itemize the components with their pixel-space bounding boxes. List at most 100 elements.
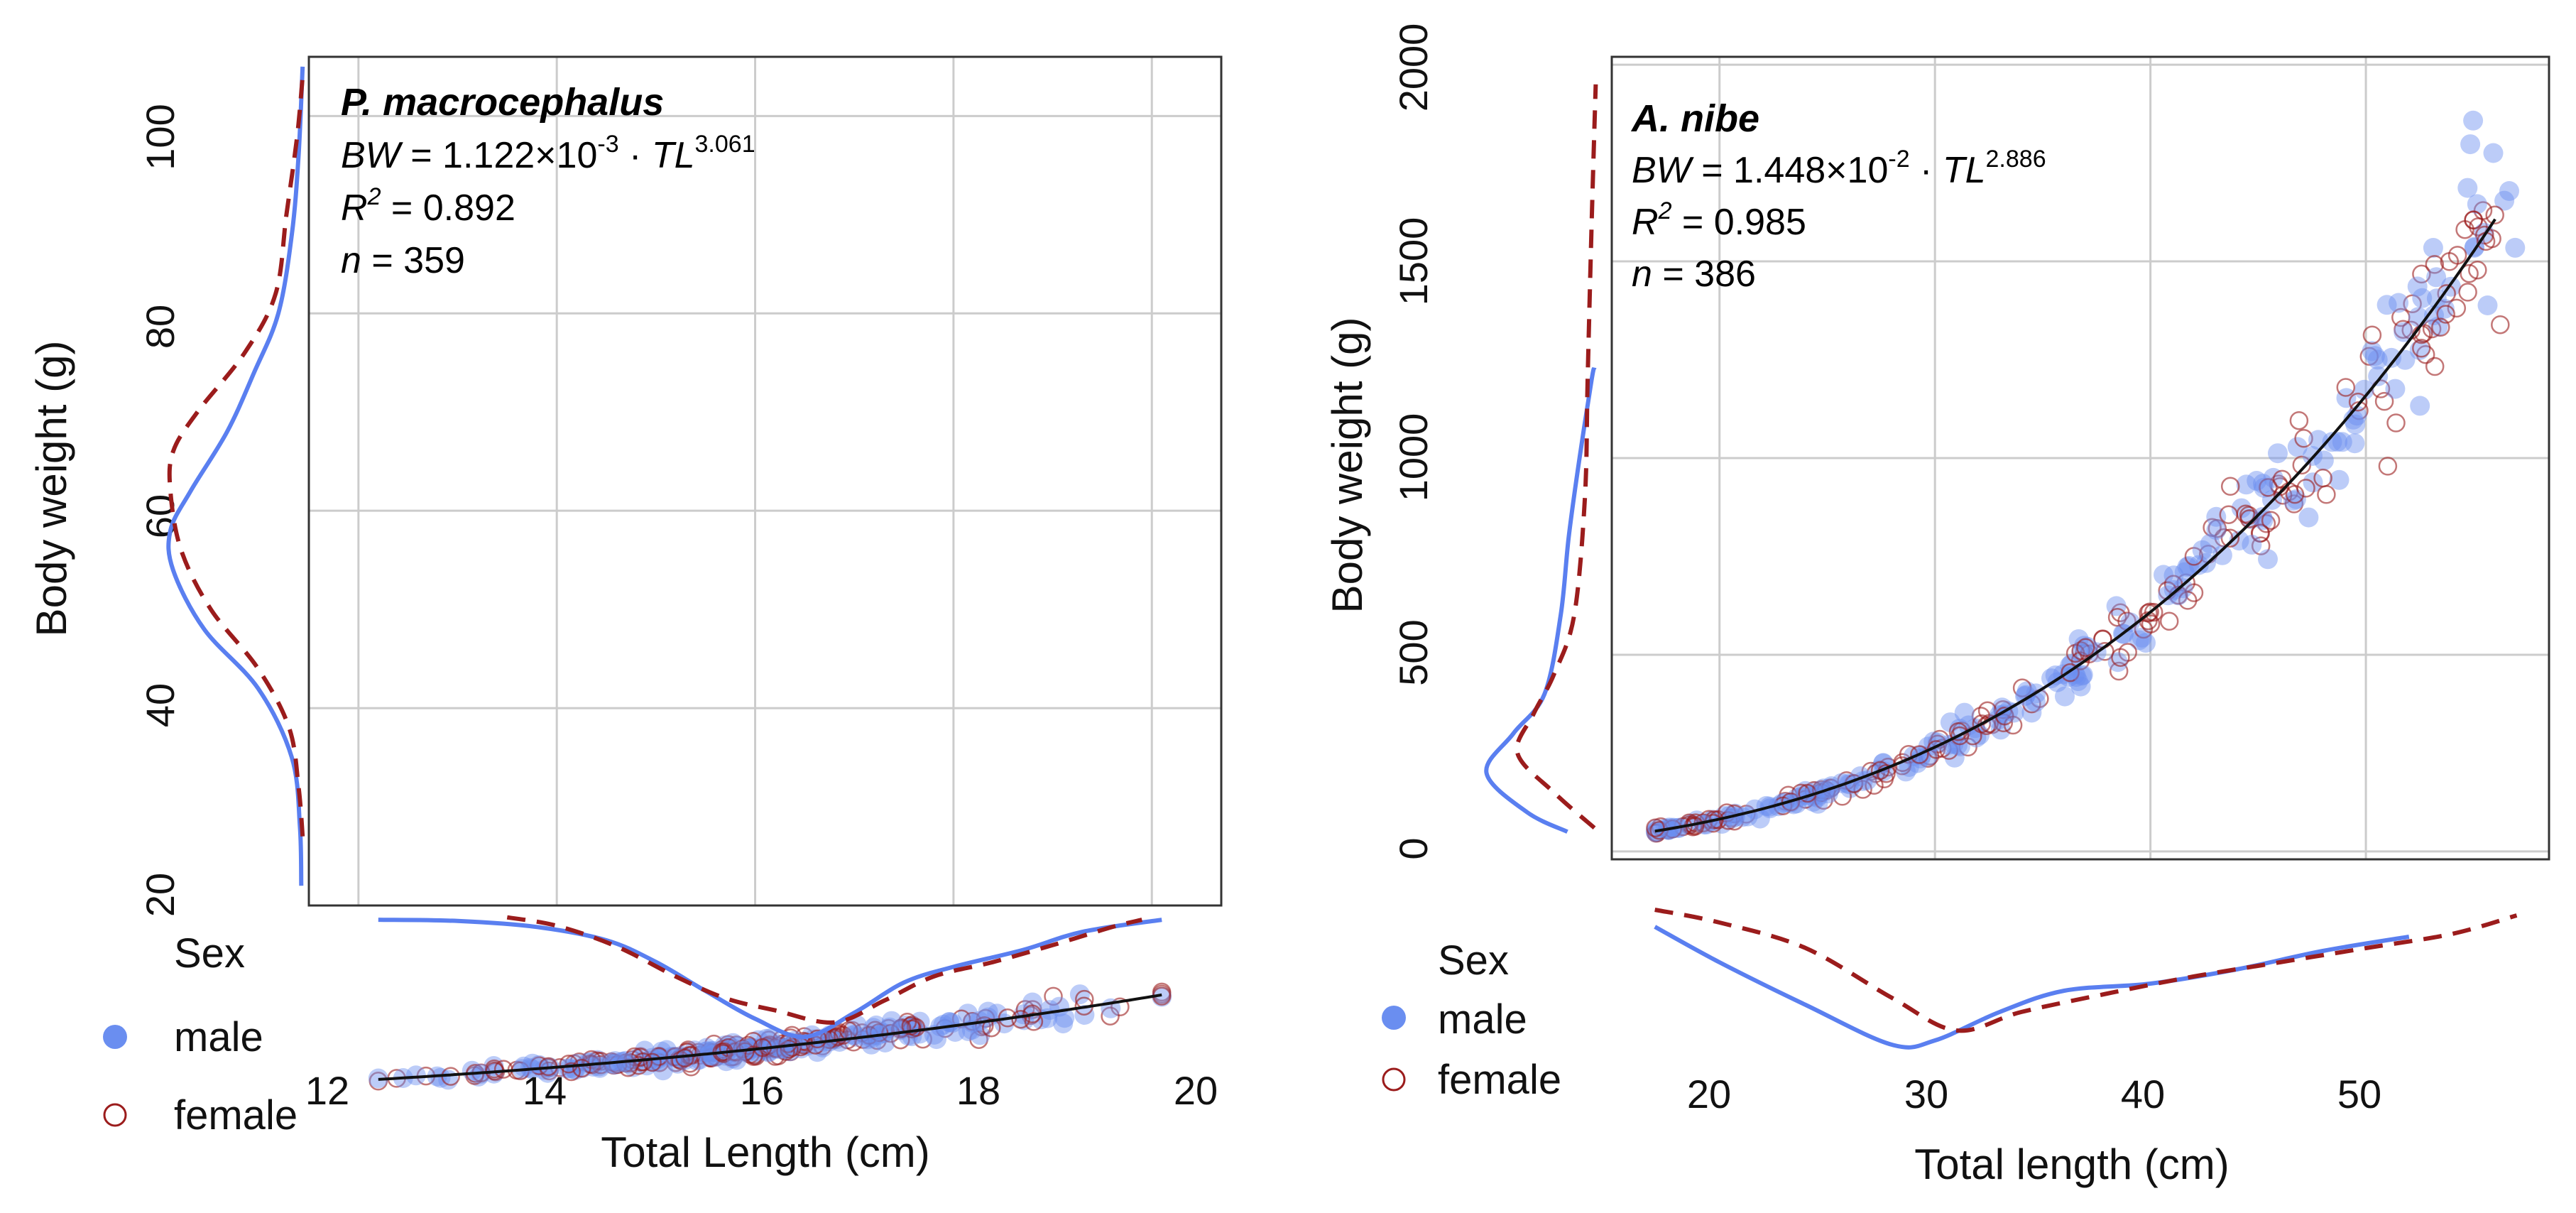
panel-b-legend-female-marker xyxy=(1382,1067,1406,1092)
point-female xyxy=(369,1072,388,1091)
panel-b-fit-line xyxy=(1654,218,2496,833)
panel-a-n: n = 359 xyxy=(341,240,465,281)
panel-b-legend-male-marker xyxy=(1382,1006,1406,1030)
point-female xyxy=(2412,264,2431,284)
point-female xyxy=(2491,315,2510,334)
point-male xyxy=(618,1053,638,1074)
panel-a-r2: R2 = 0.892 xyxy=(341,183,515,229)
point-female xyxy=(629,1056,648,1075)
panel-a-ytick: 40 xyxy=(138,683,182,727)
panel-a-eq-dot: · xyxy=(619,135,652,176)
panel-b-xlabel: Total length (cm) xyxy=(1914,1141,2230,1188)
point-female xyxy=(2220,528,2240,548)
panel-b-xtick: 20 xyxy=(1687,1072,1731,1116)
point-female xyxy=(1781,792,1801,812)
point-male xyxy=(1940,712,1960,733)
panel-a-marginal-x xyxy=(378,915,1162,1040)
panel-b-eq-dot: · xyxy=(1910,150,1943,191)
point-female xyxy=(2317,485,2336,504)
panel-b-species: A. nibe xyxy=(1630,97,1759,140)
point-female xyxy=(2458,283,2477,302)
point-male xyxy=(2253,474,2273,494)
point-male xyxy=(2045,665,2065,685)
point-male xyxy=(970,1025,990,1045)
point-female xyxy=(1011,1009,1030,1029)
panel-b-xtick: 30 xyxy=(1904,1072,1948,1116)
point-male xyxy=(2041,668,2061,689)
point-female xyxy=(2256,514,2276,533)
panel-a-legend-female-marker xyxy=(103,1103,127,1127)
point-male xyxy=(2247,471,2267,491)
panel-a-ylabel: Body weight (g) xyxy=(28,341,75,637)
point-male xyxy=(2192,540,2212,560)
point-female xyxy=(1044,986,1063,1006)
panel-a-legend-female-label: female xyxy=(174,1092,298,1138)
panel-b-ytick: 1500 xyxy=(1391,217,1436,306)
panel-a: P. macrocephalus BW = 1.122×10-3 · TL3.0… xyxy=(28,55,1223,1176)
point-male xyxy=(2313,450,2334,471)
panel-a-y-ticks: 20 40 60 80 100 xyxy=(138,104,182,917)
point-male xyxy=(1910,749,1931,768)
point-female xyxy=(2184,547,2204,566)
point-female xyxy=(2178,591,2198,610)
point-male xyxy=(2236,474,2256,495)
point-male xyxy=(2258,549,2278,570)
point-male xyxy=(2177,557,2198,577)
point-male xyxy=(2068,671,2088,692)
point-male xyxy=(2389,293,2409,313)
point-male xyxy=(579,1052,600,1072)
panel-a-r2-sup: 2 xyxy=(367,183,381,210)
panel-a-ytick: 80 xyxy=(138,305,182,349)
panel-b-ylabel: Body weight (g) xyxy=(1324,317,1371,614)
point-male xyxy=(2354,379,2374,400)
point-male xyxy=(2345,414,2366,435)
panel-a-marginal-y-female xyxy=(167,76,305,837)
point-male xyxy=(2434,298,2455,319)
panel-b-n-label: n xyxy=(1632,254,1652,295)
point-female xyxy=(2412,339,2431,358)
point-male xyxy=(760,1028,780,1049)
point-male xyxy=(2410,396,2430,416)
panel-a-n-label: n xyxy=(341,240,361,281)
point-female xyxy=(2468,260,2487,280)
panel-b: A. nibe BW = 1.448×10-2 · TL2.886 R2 = 0… xyxy=(1324,23,2550,1188)
point-male xyxy=(702,1045,722,1065)
point-male xyxy=(1750,808,1770,829)
point-male xyxy=(1857,770,1877,790)
point-female xyxy=(901,1016,920,1035)
point-female xyxy=(2076,638,2095,658)
point-male xyxy=(2426,267,2447,288)
point-female xyxy=(1110,997,1130,1017)
point-female xyxy=(2348,392,2368,412)
panel-b-r2: R2 = 0.985 xyxy=(1632,197,1806,243)
point-female xyxy=(2362,325,2382,344)
point-female xyxy=(1705,810,1724,829)
point-male xyxy=(2362,341,2382,361)
point-male xyxy=(771,1038,792,1059)
point-female xyxy=(2296,479,2315,498)
point-male xyxy=(2206,520,2227,540)
point-female xyxy=(2436,305,2455,324)
point-male xyxy=(2345,433,2365,454)
point-male xyxy=(846,1015,867,1035)
point-male xyxy=(2254,477,2274,498)
point-male xyxy=(890,1020,910,1040)
point-male xyxy=(875,1033,895,1052)
point-male xyxy=(2200,533,2220,554)
point-male xyxy=(2423,238,2443,258)
point-male xyxy=(927,1029,946,1050)
panel-b-legend-male-label: male xyxy=(1438,996,1527,1043)
point-female xyxy=(2394,320,2413,339)
panel-a-eq-exp1: -3 xyxy=(597,131,618,158)
point-female xyxy=(2251,523,2270,543)
point-female xyxy=(1870,761,1890,780)
panel-b-n: n = 386 xyxy=(1632,254,1756,295)
point-female xyxy=(2425,255,2445,274)
point-female xyxy=(869,1023,889,1043)
point-male xyxy=(2499,181,2519,201)
point-female xyxy=(2220,477,2240,496)
point-female xyxy=(890,1019,910,1039)
point-male xyxy=(2188,555,2209,575)
point-male xyxy=(2107,652,2128,673)
